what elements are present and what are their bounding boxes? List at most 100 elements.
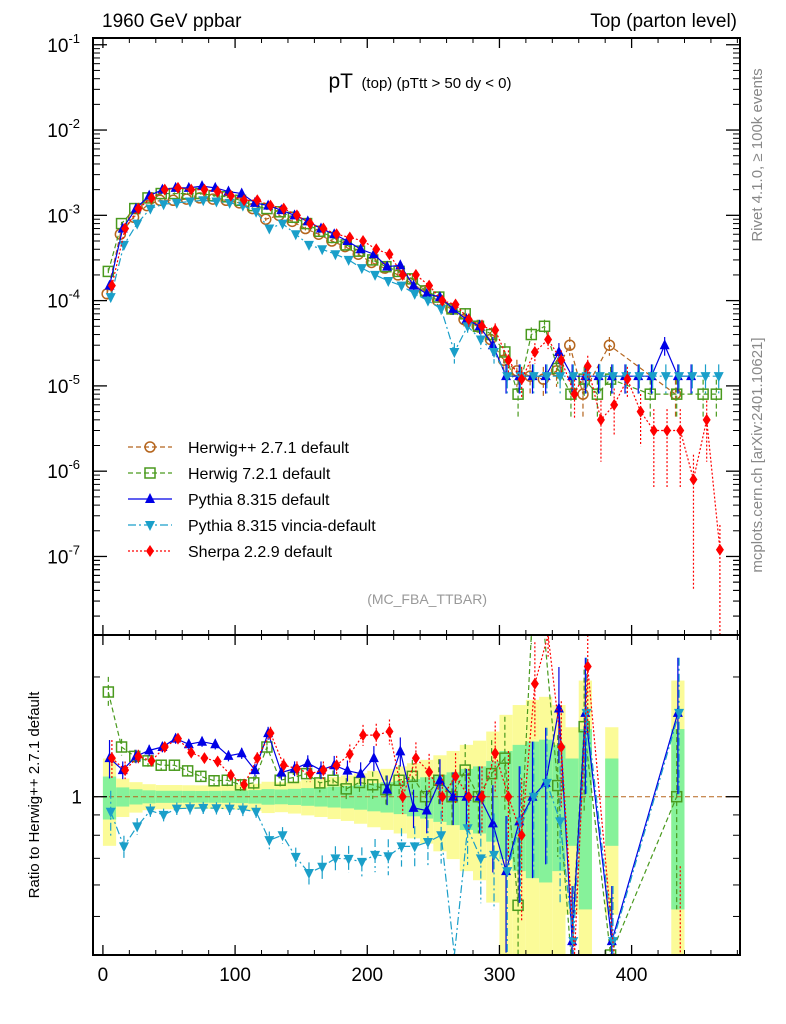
ratio-plot-frame (92, 634, 741, 956)
plot-title-sub: (top) (pTtt > 50 dy < 0) (361, 75, 511, 92)
ratio-band-inner (301, 788, 315, 806)
ratio-point (158, 810, 169, 821)
ratio-point (530, 677, 539, 690)
legend-entry: Pythia 8.315 vincia-default (128, 518, 376, 535)
data-point (147, 191, 156, 204)
data-point (594, 372, 605, 383)
ratio-point (366, 779, 379, 791)
data-point (564, 339, 576, 351)
side-label-mcplots: mcplots.cern.ch [arXiv:2401.10621] (749, 337, 766, 572)
ratio-point (145, 806, 156, 817)
ratio-point (317, 862, 328, 873)
y-tick-base: 10 (47, 377, 68, 398)
header-left: 1960 GeV ppbar (102, 11, 242, 32)
ratio-point (102, 686, 115, 698)
ratio-point (319, 764, 328, 777)
ratio-point (342, 764, 353, 775)
data-point (382, 260, 393, 271)
data-point (145, 204, 156, 215)
ratio-point (200, 752, 209, 765)
ratio-point (314, 777, 326, 789)
x-tick-label: 400 (616, 965, 648, 986)
ratio-point (368, 752, 379, 763)
ratio-band-inner (261, 789, 275, 805)
data-point (158, 200, 169, 211)
data-point (528, 372, 539, 383)
data-point (359, 234, 368, 247)
ratio-point (264, 836, 275, 847)
legend-marker (145, 493, 155, 503)
legend-label: Pythia 8.315 default (188, 492, 330, 509)
data-point (660, 372, 671, 383)
data-point (644, 388, 657, 400)
legend-marker (144, 467, 156, 479)
data-point (185, 197, 196, 208)
data-point (603, 339, 616, 351)
data-point (368, 248, 379, 259)
legend: Herwig++ 2.7.1 default Herwig 7.2.1 defau… (128, 440, 376, 561)
ratio-point (502, 867, 513, 878)
series-4-ratio (107, 635, 681, 955)
ratio-band-inner (671, 729, 685, 910)
legend-label: Herwig++ 2.7.1 default (188, 440, 350, 457)
ratio-point (195, 770, 207, 783)
ratio-band-inner (221, 790, 236, 803)
data-point (370, 270, 381, 281)
series-4-main (107, 181, 724, 635)
ratio-point (290, 852, 301, 863)
data-point (421, 287, 432, 298)
main-plot-series (101, 180, 724, 635)
data-point (525, 328, 538, 341)
data-point (372, 243, 381, 256)
y-tick-base: 10 (47, 292, 68, 313)
data-point (396, 281, 407, 292)
data-point (105, 293, 116, 304)
ratio-point (396, 842, 407, 853)
y-tick-label: 10-3 (47, 201, 80, 227)
series-3-main (105, 196, 724, 394)
legend-entry: Pythia 8.315 default (128, 492, 330, 509)
data-point (702, 413, 711, 426)
ratio-point (434, 774, 445, 785)
data-point (411, 268, 420, 281)
legend-entry: Herwig++ 2.7.1 default (128, 440, 350, 457)
ratio-point (223, 749, 234, 760)
data-point (647, 372, 658, 383)
data-point (541, 372, 552, 383)
data-point (475, 335, 486, 346)
y-tick-label: 10-5 (47, 372, 80, 398)
data-point (568, 372, 579, 383)
ratio-band-inner (116, 787, 130, 807)
x-tick-label: 100 (219, 965, 251, 986)
ratio-point (411, 752, 420, 765)
y-tick-base: 10 (47, 462, 68, 483)
ratio-point (459, 764, 471, 776)
axes: 0 100 200 300 40010-110-210-310-410-510-610-… (47, 31, 740, 986)
y-tick-base: 10 (47, 206, 68, 227)
y-tick-exponent: -4 (68, 287, 80, 302)
x-tick-label: 0 (98, 965, 109, 986)
ratio-point (343, 854, 354, 865)
ratio-point (224, 804, 235, 815)
data-point (306, 217, 315, 230)
x-tick-label: 300 (484, 965, 516, 986)
data-point (266, 199, 275, 212)
ratio-point (251, 807, 262, 818)
ratio-point (557, 741, 566, 754)
data-point (200, 183, 209, 196)
data-point (491, 324, 500, 337)
ratio-point (385, 725, 394, 738)
ratio-point (198, 803, 209, 814)
series-line (108, 185, 692, 377)
ratio-point (436, 831, 447, 842)
data-point (277, 219, 288, 230)
data-point (499, 346, 511, 358)
ratio-point (261, 741, 273, 753)
ratio-series-line (109, 708, 679, 942)
side-label-rivet: Rivet 4.1.0, ≥ 100k events (749, 68, 766, 241)
ratio-point (355, 767, 366, 778)
ratio-point (422, 838, 433, 849)
series-line (110, 199, 719, 377)
ratio-point (247, 777, 260, 789)
data-point (607, 372, 618, 383)
